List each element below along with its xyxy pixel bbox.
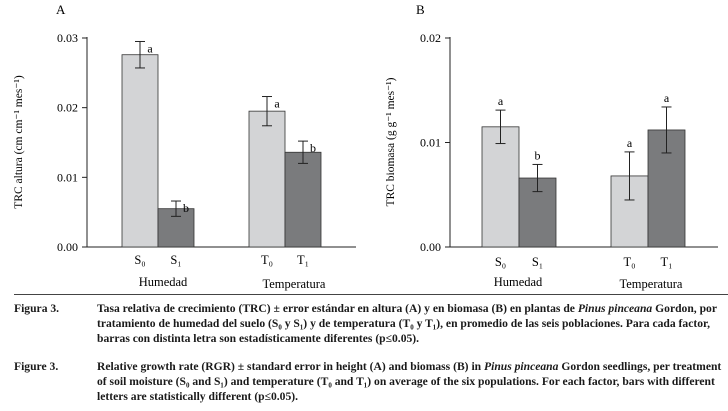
caption-divider [14, 294, 728, 295]
species-name: Pinus pinceana [484, 360, 559, 373]
y-tick-label: 0.03 [57, 31, 78, 45]
category-label: S₀ [134, 253, 145, 267]
caption-text-part: Gordon seedlings, per treatment of soil … [97, 360, 722, 403]
caption-text: Tasa relativa de crecimiento (TRC) ± err… [14, 301, 724, 346]
y-axis-label: TRC altura (cm cm⁻¹ mes⁻¹) [13, 75, 25, 209]
group-label-temperatura: Temperatura [263, 277, 326, 291]
significance-letter: a [274, 97, 280, 111]
group-label-humedad: Humedad [494, 275, 543, 289]
y-tick-label: 0.02 [420, 31, 441, 45]
species-name: Pinus pinceana [577, 302, 653, 315]
caption-text: Relative growth rate (RGR) ± standard er… [14, 359, 724, 404]
significance-letter: b [310, 141, 316, 155]
caption-label: Figura 3. [14, 302, 60, 315]
caption-label: Figure 3. [14, 360, 59, 373]
y-tick-label: 0.01 [420, 136, 441, 150]
significance-letter: a [664, 91, 670, 105]
y-axis-label: TRC biomasa (g g⁻¹ mes⁻¹) [385, 77, 397, 206]
bar [481, 126, 520, 248]
category-label: S₁ [532, 255, 543, 269]
category-label: T₁ [297, 253, 309, 267]
bar [248, 110, 286, 248]
significance-letter: b [535, 148, 541, 162]
panel-label: A [56, 2, 66, 17]
y-tick-label: 0.01 [57, 170, 78, 184]
caption-spanish: Figura 3. Tasa relativa de crecimiento (… [14, 301, 724, 346]
bar [121, 54, 159, 248]
figure-charts: A TRC altura (cm cm⁻¹ mes⁻¹) Humedad Tem… [13, 2, 718, 291]
category-label: T₀ [261, 253, 273, 267]
panel-b: B TRC biomasa (g g⁻¹ mes⁻¹) Humedad Temp… [385, 2, 718, 291]
category-label: T₀ [624, 255, 636, 269]
significance-letter: b [183, 201, 189, 215]
category-label: S₁ [170, 253, 181, 267]
panel-a: A TRC altura (cm cm⁻¹ mes⁻¹) Humedad Tem… [13, 2, 356, 291]
caption-text-part: Tasa relativa de crecimiento (TRC) ± err… [97, 302, 578, 315]
category-label: T₁ [661, 255, 673, 269]
caption-english: Figure 3. Relative growth rate (RGR) ± s… [14, 359, 724, 404]
significance-letter: a [147, 41, 153, 55]
caption-text-part: Gordon, por tratamiento de humedad del s… [97, 302, 717, 345]
group-label-humedad: Humedad [139, 275, 188, 289]
bar [284, 151, 322, 248]
y-tick-label: 0.00 [57, 240, 78, 254]
category-label: S₀ [495, 255, 506, 269]
significance-letter: a [627, 136, 633, 150]
y-tick-label: 0.00 [420, 240, 441, 254]
significance-letter: a [498, 94, 504, 108]
panel-label: B [416, 2, 425, 17]
group-label-temperatura: Temperatura [620, 277, 683, 291]
y-tick-label: 0.02 [57, 101, 78, 115]
caption-text-part: Relative growth rate (RGR) ± standard er… [97, 360, 485, 373]
